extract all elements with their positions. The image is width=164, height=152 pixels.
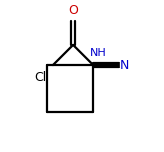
Text: N: N [120, 59, 130, 72]
Text: Cl: Cl [35, 71, 47, 84]
Text: NH: NH [90, 48, 107, 59]
Text: O: O [68, 4, 78, 17]
